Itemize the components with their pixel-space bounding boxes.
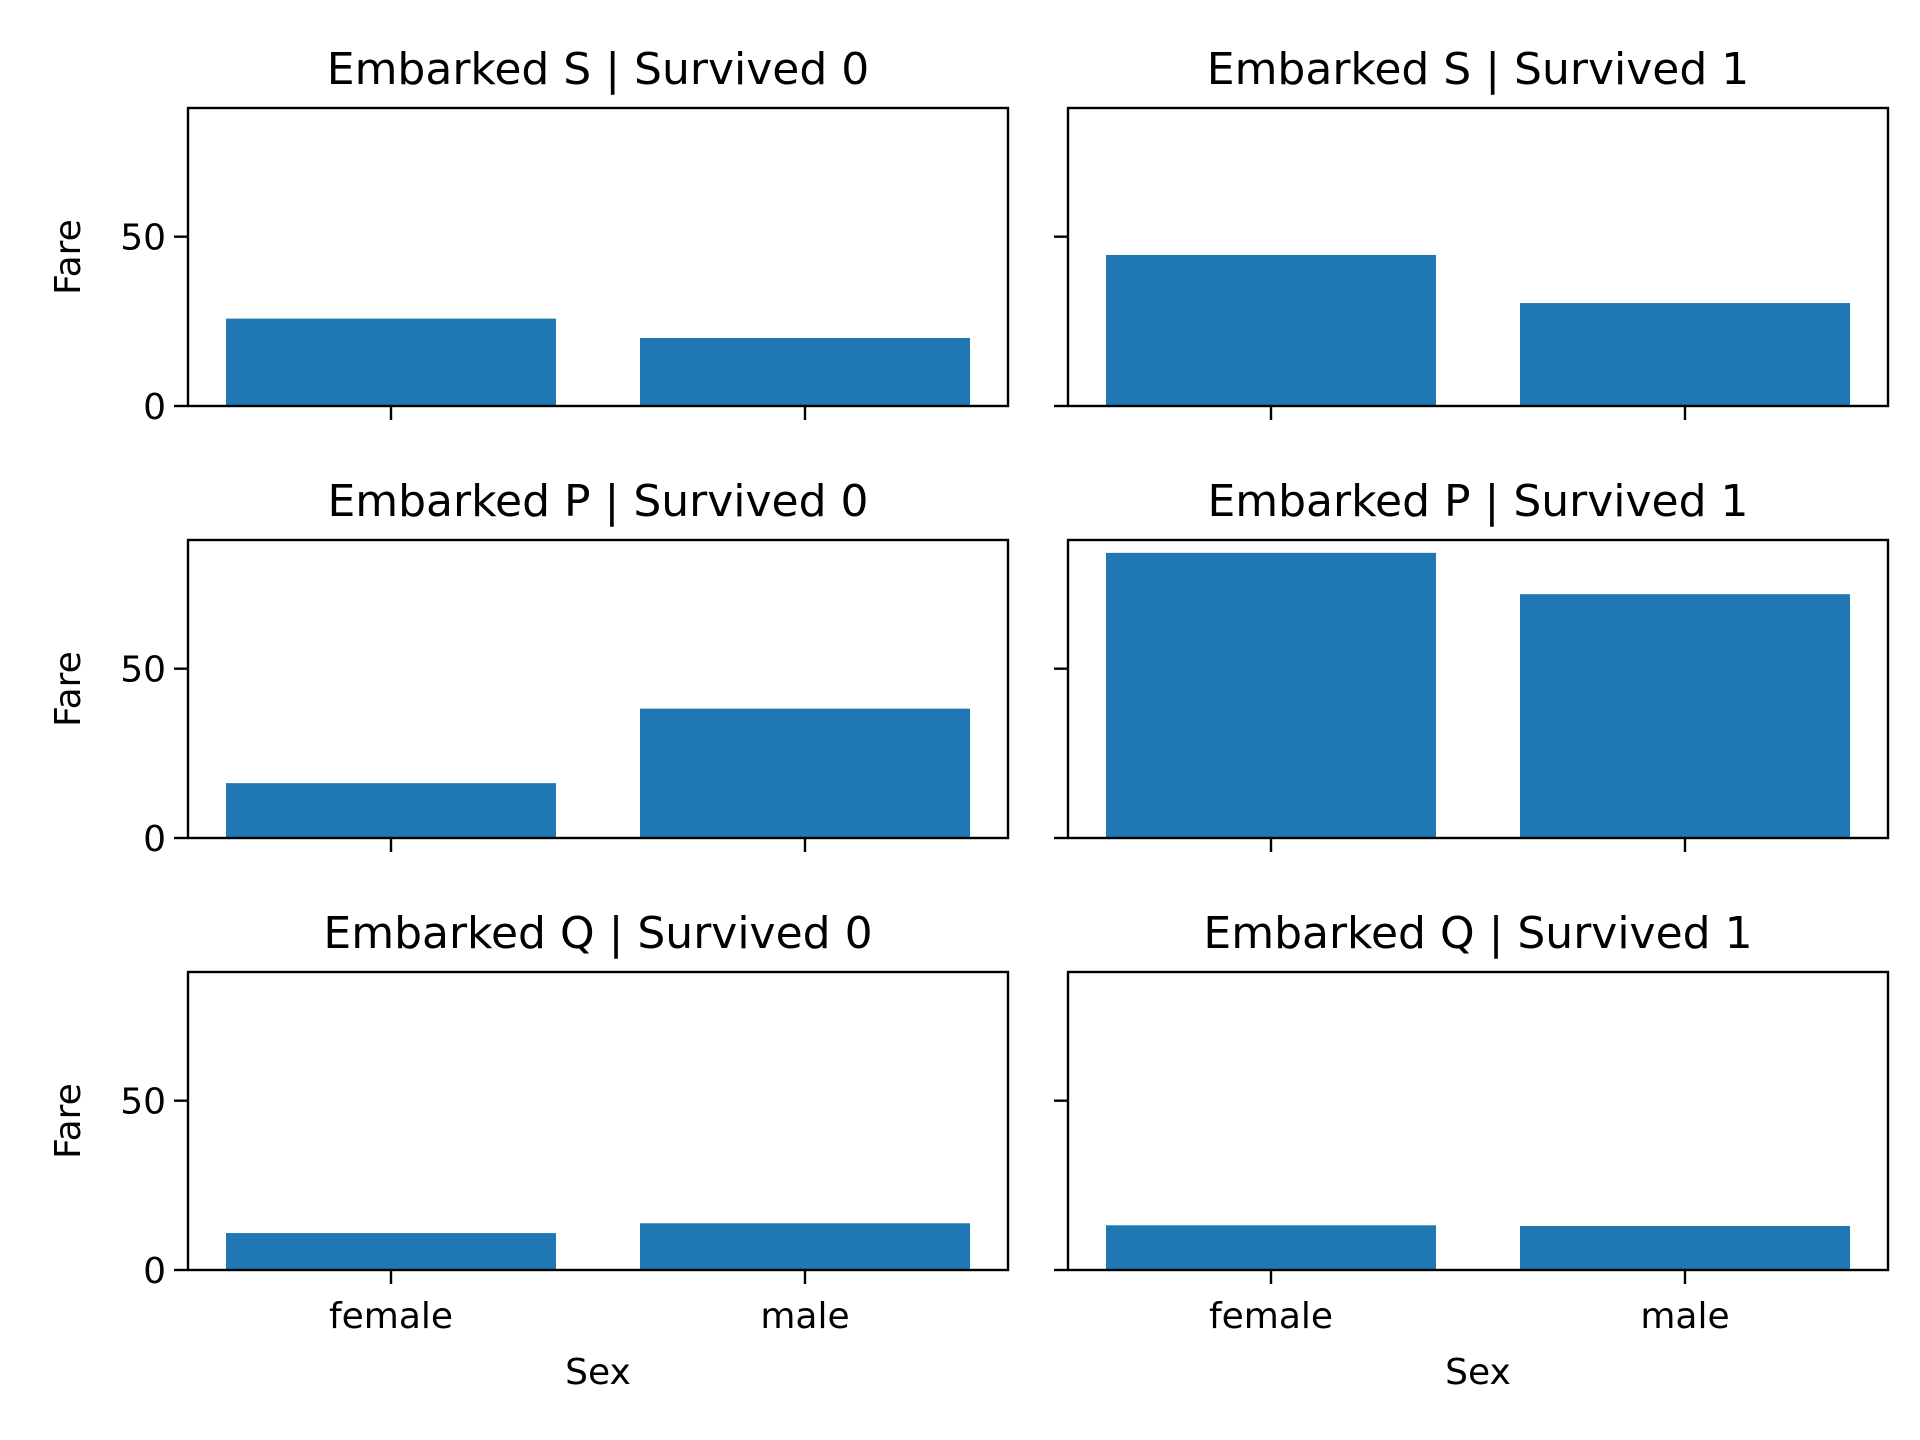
bar-female [226, 783, 556, 838]
y-axis-label: Fare [48, 651, 89, 727]
bar-female [226, 318, 556, 406]
bar-female [1106, 254, 1436, 406]
y-tick-label: 50 [120, 1082, 166, 1123]
y-axis-label: Fare [48, 219, 89, 295]
panel-title: Embarked P | Survived 1 [1207, 476, 1748, 527]
x-tick-label: female [1209, 1296, 1333, 1337]
y-tick-label: 0 [143, 387, 166, 428]
bar-female [226, 1233, 556, 1270]
panel-title: Embarked S | Survived 0 [327, 44, 869, 95]
panel-title: Embarked S | Survived 1 [1207, 44, 1749, 95]
bar-male [640, 1223, 970, 1270]
axes-frame [186, 106, 1010, 408]
axes-frame [1066, 106, 1890, 408]
panel-title: Embarked Q | Survived 0 [323, 908, 872, 959]
panel-title: Embarked P | Survived 0 [327, 476, 868, 527]
bar-male [1520, 303, 1850, 406]
y-tick-label: 50 [120, 218, 166, 259]
axes-frame [186, 538, 1010, 840]
x-axis-label: Sex [565, 1352, 631, 1393]
bar-female [1106, 552, 1436, 838]
y-tick-label: 0 [143, 1251, 166, 1292]
y-tick-label: 0 [143, 819, 166, 860]
bar-male [640, 708, 970, 838]
x-tick-label: male [760, 1296, 849, 1337]
bar-male [1520, 594, 1850, 838]
bar-female [1106, 1225, 1436, 1270]
axes-frame [1066, 538, 1890, 840]
axes-frame [1066, 970, 1890, 1272]
x-tick-label: male [1640, 1296, 1729, 1337]
axes-frame [186, 970, 1010, 1272]
bar-male [1520, 1225, 1850, 1270]
panel-title: Embarked Q | Survived 1 [1203, 908, 1752, 959]
x-tick-label: female [329, 1296, 453, 1337]
y-tick-label: 50 [120, 650, 166, 691]
y-axis-label: Fare [48, 1083, 89, 1159]
x-axis-label: Sex [1445, 1352, 1511, 1393]
bar-male [640, 337, 970, 406]
